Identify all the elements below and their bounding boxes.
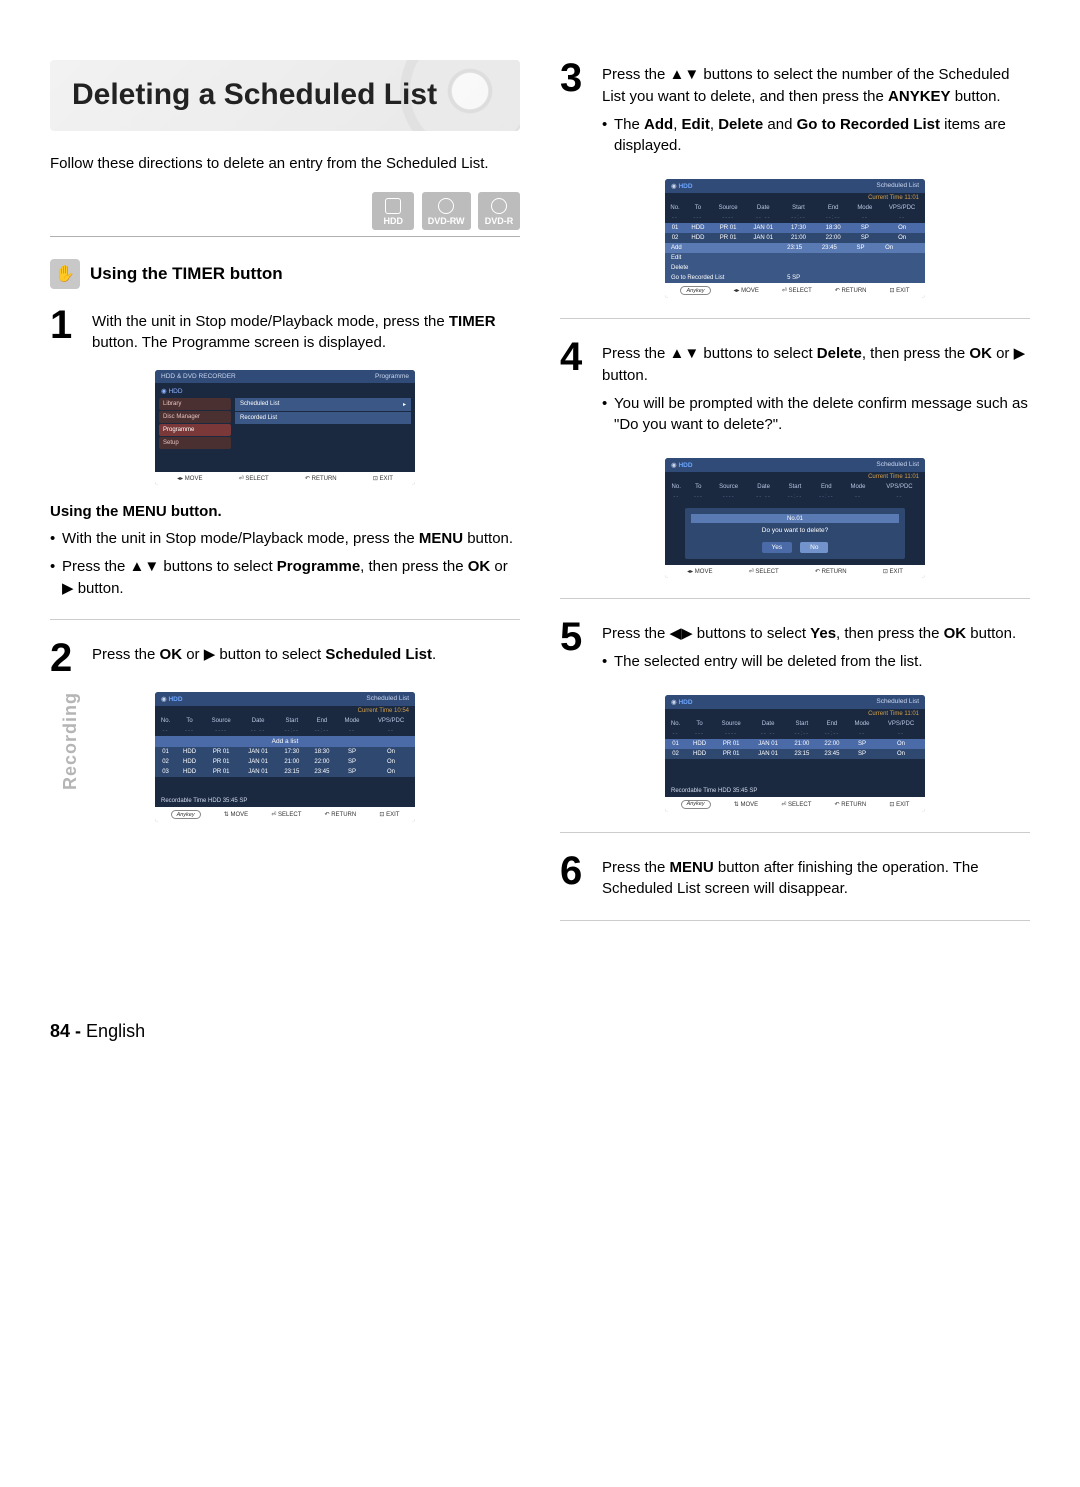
step-6-num: 6 bbox=[560, 853, 590, 901]
badge-hdd: HDD bbox=[372, 192, 414, 230]
confirm-no[interactable]: No bbox=[800, 542, 828, 553]
section-heading: Using the TIMER button bbox=[90, 264, 283, 284]
step1-p1: With the unit in Stop mode/Playback mode… bbox=[92, 313, 449, 330]
step-2-num: 2 bbox=[50, 640, 80, 676]
thin-sep-r2 bbox=[560, 598, 1030, 599]
menu-b2: Press the ▲▼ buttons to select Programme… bbox=[50, 556, 520, 600]
step-4-num: 4 bbox=[560, 339, 590, 442]
osd2-table: No.ToSourceDateStartEndModeVPS/PDC -----… bbox=[155, 716, 415, 777]
osd3-menu-goto[interactable]: Go to Recorded List bbox=[665, 273, 781, 283]
osd1-sidemenu: Library Disc Manager Programme Setup bbox=[159, 398, 231, 450]
left-column: Deleting a Scheduled List Follow these d… bbox=[50, 60, 520, 941]
step5-bullet: The selected entry will be deleted from … bbox=[602, 651, 1016, 673]
timer-icon: ✋ bbox=[50, 259, 80, 289]
step-3-num: 3 bbox=[560, 60, 590, 163]
page-title: Deleting a Scheduled List bbox=[72, 78, 498, 113]
badge-dvdr: DVD-R bbox=[478, 192, 520, 230]
right-column: 3 Press the ▲▼ buttons to select the num… bbox=[560, 60, 1030, 941]
osd3-menu-add[interactable]: Add bbox=[665, 243, 781, 253]
footer-lang: English bbox=[86, 1021, 145, 1041]
osd-schedlist-before: ◉ HDDScheduled List Current Time 10:54 N… bbox=[155, 692, 415, 822]
osd1-item-scheduled[interactable]: Scheduled List▸ bbox=[235, 398, 411, 411]
footer-pagenum: 84 - bbox=[50, 1021, 81, 1041]
osd1-menu-setup[interactable]: Setup bbox=[159, 437, 231, 449]
thin-sep-r4 bbox=[560, 920, 1030, 921]
badge-dvdrw: DVD-RW bbox=[422, 192, 471, 230]
thin-sep-r1 bbox=[560, 318, 1030, 319]
osd-after-delete: ◉ HDDScheduled List Current Time 11:01 N… bbox=[665, 695, 925, 812]
page-columns: Deleting a Scheduled List Follow these d… bbox=[50, 60, 1030, 941]
side-tab: Recording bbox=[60, 692, 81, 790]
title-box: Deleting a Scheduled List bbox=[50, 60, 520, 131]
step-1-body: With the unit in Stop mode/Playback mode… bbox=[92, 307, 520, 355]
step-5: 5 Press the ◀▶ buttons to select Yes, th… bbox=[560, 619, 1030, 679]
confirm-yes[interactable]: Yes bbox=[762, 542, 793, 553]
osd1-rightpane: Scheduled List▸ Recorded List bbox=[235, 398, 411, 468]
osd-programme: HDD & DVD RECORDER Programme ◉ HDD Libra… bbox=[155, 370, 415, 485]
osd1-menu-library[interactable]: Library bbox=[159, 398, 231, 410]
step3-bullet: The Add, Edit, Delete and Go to Recorded… bbox=[602, 114, 1030, 158]
step-5-body: Press the ◀▶ buttons to select Yes, then… bbox=[602, 619, 1016, 679]
osd1-menu-programme[interactable]: Programme bbox=[159, 424, 231, 436]
osd1-header-right: Programme bbox=[375, 373, 409, 380]
menu-b1: With the unit in Stop mode/Playback mode… bbox=[50, 528, 520, 550]
step-5-num: 5 bbox=[560, 619, 590, 679]
step4-bullet: You will be prompted with the delete con… bbox=[602, 393, 1030, 437]
page-footer: 84 - English bbox=[50, 1021, 1030, 1042]
step-2: 2 Press the OK or ▶ button to select Sch… bbox=[50, 640, 520, 676]
step-1-num: 1 bbox=[50, 307, 80, 355]
step-1: 1 With the unit in Stop mode/Playback mo… bbox=[50, 307, 520, 355]
osd1-menu-discmgr[interactable]: Disc Manager bbox=[159, 411, 231, 423]
step-6: 6 Press the MENU button after finishing … bbox=[560, 853, 1030, 901]
osd3-menu-delete[interactable]: Delete bbox=[665, 263, 925, 273]
separator bbox=[50, 236, 520, 237]
menu-subhead: Using the MENU button. bbox=[50, 503, 520, 520]
step-6-body: Press the MENU button after finishing th… bbox=[602, 853, 1030, 901]
section-header: ✋ Using the TIMER button bbox=[50, 259, 520, 289]
thin-sep-1 bbox=[50, 619, 520, 620]
thin-sep-r3 bbox=[560, 832, 1030, 833]
menu-bullets: With the unit in Stop mode/Playback mode… bbox=[50, 528, 520, 599]
osd1-device: HDD bbox=[168, 388, 182, 395]
step-3-body: Press the ▲▼ buttons to select the numbe… bbox=[602, 60, 1030, 163]
osd1-item-recorded[interactable]: Recorded List bbox=[235, 412, 411, 424]
step-4: 4 Press the ▲▼ buttons to select Delete,… bbox=[560, 339, 1030, 442]
intro-text: Follow these directions to delete an ent… bbox=[50, 153, 520, 174]
osd3-menu-edit[interactable]: Edit bbox=[665, 253, 925, 263]
osd1-hints: ◂▸ MOVE ⏎ SELECT ↶ RETURN ⊡ EXIT bbox=[155, 472, 415, 485]
step-4-body: Press the ▲▼ buttons to select Delete, t… bbox=[602, 339, 1030, 442]
media-badges: HDD DVD-RW DVD-R bbox=[50, 192, 520, 230]
step1-b1: TIMER bbox=[449, 313, 496, 330]
osd-contextmenu: ◉ HDDScheduled List Current Time 11:01 N… bbox=[665, 179, 925, 298]
step-3: 3 Press the ▲▼ buttons to select the num… bbox=[560, 60, 1030, 163]
osd1-header-left: HDD & DVD RECORDER bbox=[161, 373, 236, 380]
step-2-body: Press the OK or ▶ button to select Sched… bbox=[92, 640, 436, 676]
step1-p2: button. The Programme screen is displaye… bbox=[92, 334, 386, 351]
osd4-dialog: No.01 Do you want to delete? Yes No bbox=[685, 508, 905, 559]
osd-confirm: ◉ HDDScheduled List Current Time 11:01 N… bbox=[665, 458, 925, 578]
